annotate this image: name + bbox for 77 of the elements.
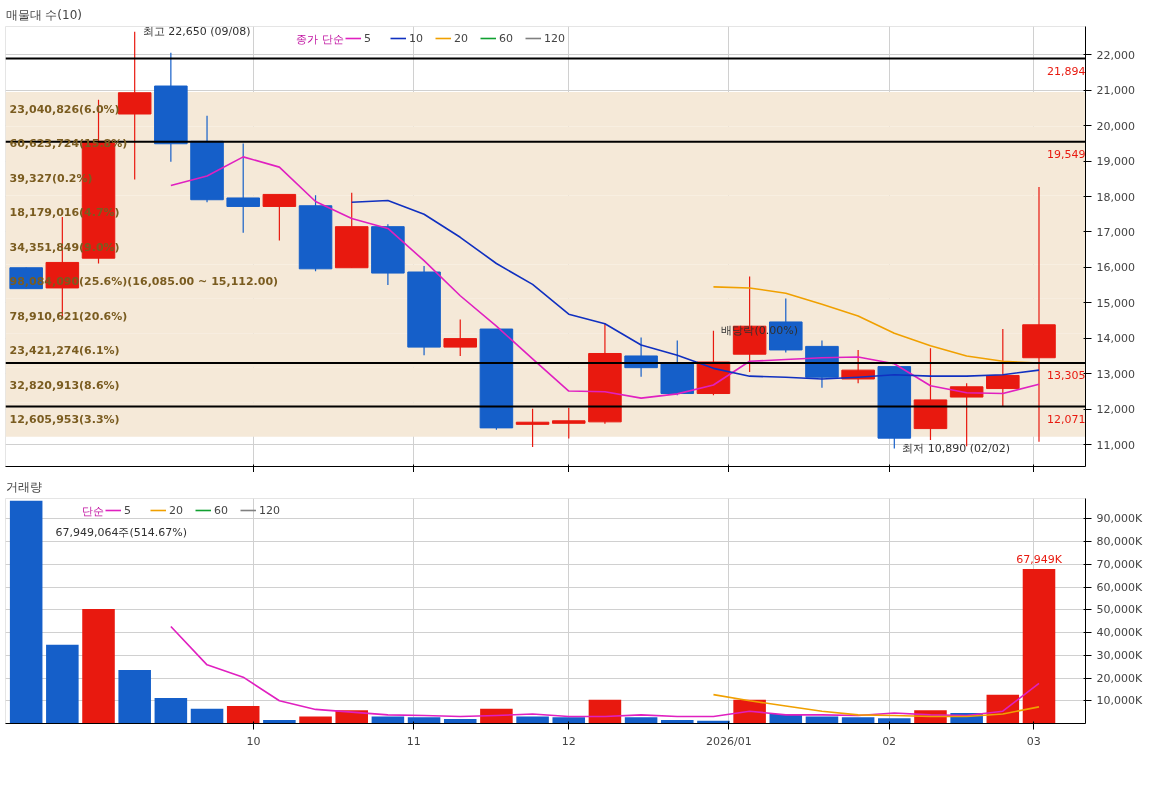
bar xyxy=(841,717,875,724)
y-tick-label: 13,000 xyxy=(1096,367,1135,381)
legend-label: 20 xyxy=(169,503,184,517)
y-tick-label: 22,000 xyxy=(1096,48,1135,62)
legend-label: 60 xyxy=(214,503,229,517)
annotation: 67,949,064주(514.67%) xyxy=(55,525,188,539)
bar xyxy=(118,670,151,724)
bar xyxy=(299,716,332,724)
bar xyxy=(624,717,658,724)
chart-title: 거래량 xyxy=(5,479,42,494)
legend-title: 단순 xyxy=(81,504,104,518)
bar xyxy=(82,608,115,724)
y-tick-label: 12,000 xyxy=(1096,403,1135,417)
bar xyxy=(805,716,839,724)
legend-label: 10 xyxy=(409,31,424,45)
y-tick-label: 30,000K xyxy=(1096,648,1143,662)
legend-label: 5 xyxy=(364,31,372,45)
band-label: 78,910,621(20.6%) xyxy=(9,309,128,323)
bar xyxy=(9,500,43,724)
ref-line-label: 19,549 xyxy=(1047,147,1086,161)
bar xyxy=(878,718,911,724)
bar xyxy=(552,717,586,724)
x-tick-label: 10 xyxy=(246,734,261,748)
y-tick-label: 16,000 xyxy=(1096,261,1135,275)
legend-label: 120 xyxy=(544,31,565,45)
x-tick-label: 2026/01 xyxy=(706,734,752,748)
bar xyxy=(226,706,260,724)
line-series xyxy=(712,693,1040,718)
bar xyxy=(516,716,549,724)
ref-line-label: 12,071 xyxy=(1047,412,1086,426)
ref-line-label: 13,305 xyxy=(1047,368,1086,382)
bar xyxy=(1022,569,1056,724)
y-tick-label: 19,000 xyxy=(1096,155,1135,169)
line-series xyxy=(350,199,1040,380)
y-tick-label: 50,000K xyxy=(1096,603,1143,617)
candlestick xyxy=(551,407,586,440)
annotation: 최저 10,890 (02/02) xyxy=(902,441,1011,455)
y-tick-label: 15,000 xyxy=(1096,296,1135,310)
x-tick-label: 11 xyxy=(406,734,421,748)
legend-label: 60 xyxy=(499,31,514,45)
candlestick xyxy=(515,408,550,448)
y-tick-label: 11,000 xyxy=(1096,438,1135,452)
legend-label: 120 xyxy=(259,503,280,517)
band-label: 60,623,724(15.8%) xyxy=(9,137,128,151)
y-tick-label: 40,000K xyxy=(1096,626,1143,640)
ref-line-label: 21,894 xyxy=(1047,64,1086,78)
bar xyxy=(46,644,79,724)
annotation: 배당락(0.00%) xyxy=(721,324,798,338)
chart-title: 매물대 수(10) xyxy=(5,7,82,22)
y-tick-label: 10,000K xyxy=(1096,694,1143,708)
y-tick-label: 60,000K xyxy=(1096,580,1143,594)
data-label: 67,949K xyxy=(1016,553,1063,567)
y-tick-label: 18,000 xyxy=(1096,190,1135,204)
band-label: 12,605,953(3.3%) xyxy=(9,413,120,427)
bar xyxy=(407,717,441,724)
bar xyxy=(154,698,188,724)
legend-title: 종가 단순 xyxy=(296,32,344,46)
bar xyxy=(371,716,405,724)
y-tick-label: 90,000K xyxy=(1096,512,1143,526)
bar xyxy=(190,708,224,724)
y-tick-label: 20,000K xyxy=(1096,671,1143,685)
x-tick-label: 03 xyxy=(1026,734,1041,748)
legend-label: 20 xyxy=(454,31,469,45)
y-tick-label: 21,000 xyxy=(1096,84,1135,98)
annotation: 최고 22,650 (09/08) xyxy=(142,25,251,39)
candlestick xyxy=(226,142,260,234)
y-tick-label: 14,000 xyxy=(1096,332,1135,346)
y-tick-label: 70,000K xyxy=(1096,557,1143,571)
y-tick-label: 17,000 xyxy=(1096,225,1135,239)
y-tick-label: 20,000 xyxy=(1096,119,1135,133)
legend-label: 5 xyxy=(124,503,132,517)
band-label: 32,820,913(8.6%) xyxy=(9,378,120,392)
x-tick-label: 12 xyxy=(561,734,576,748)
line-series xyxy=(170,625,1040,718)
x-tick-label: 02 xyxy=(882,734,897,748)
band-label: 23,421,274(6.1%) xyxy=(9,344,120,358)
y-tick-label: 80,000K xyxy=(1096,535,1143,549)
